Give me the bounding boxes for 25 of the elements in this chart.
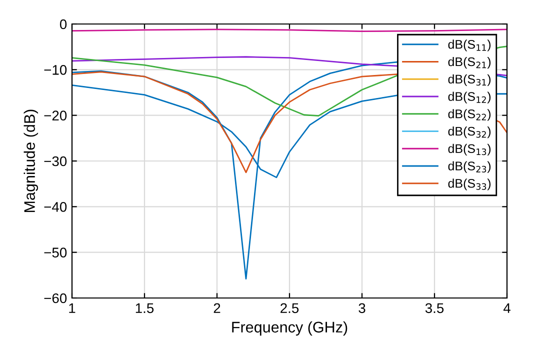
legend-label: dB(S$_{12}$) bbox=[448, 92, 491, 104]
x-tick-label: 3 bbox=[358, 303, 366, 314]
y-tick-label: −40 bbox=[44, 202, 67, 212]
y-tick-label: −30 bbox=[44, 156, 67, 166]
legend-label: dB(S$_{22}$) bbox=[448, 109, 491, 121]
legend-label: dB(S$_{31}$) bbox=[448, 74, 491, 86]
legend-label: dB(S$_{33}$) bbox=[448, 178, 491, 190]
x-tick-label: 2 bbox=[214, 303, 220, 313]
legend-label: dB(S$_{23}$) bbox=[448, 161, 491, 173]
y-tick-label: −20 bbox=[44, 110, 67, 121]
legend-label: dB(S$_{32}$) bbox=[448, 126, 491, 138]
x-tick-label: 2.5 bbox=[280, 303, 299, 314]
y-tick-label: −10 bbox=[44, 65, 67, 75]
x-axis-title: Frequency (GHz) bbox=[232, 321, 348, 336]
legend-label: dB(S$_{21}$) bbox=[448, 57, 491, 69]
y-axis-title: Magnitude (dB) bbox=[24, 110, 38, 212]
y-tick-label: −50 bbox=[44, 248, 67, 258]
x-tick-label: 3.5 bbox=[425, 303, 444, 314]
y-tick-label: 0 bbox=[60, 19, 67, 30]
x-tick-label: 1.5 bbox=[136, 303, 154, 314]
x-tick-label: 4 bbox=[503, 303, 510, 313]
legend-label: dB(S$_{11}$) bbox=[448, 40, 491, 52]
y-tick-label: −60 bbox=[44, 293, 67, 304]
x-tick-label: 1 bbox=[69, 303, 76, 313]
legend-label: dB(S$_{13}$) bbox=[448, 144, 491, 156]
